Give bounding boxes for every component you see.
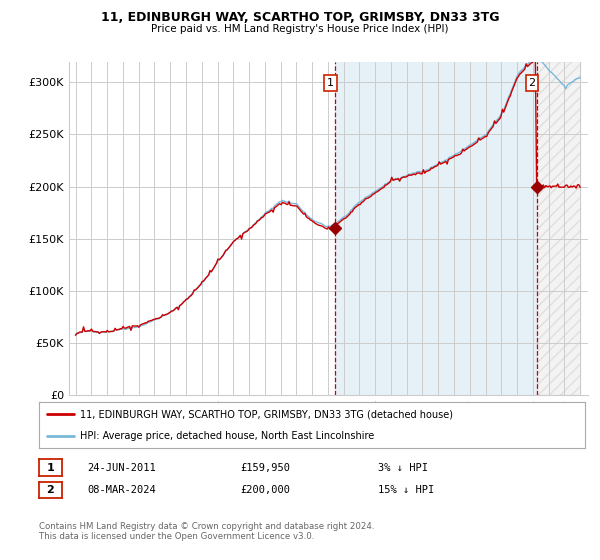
Text: 08-MAR-2024: 08-MAR-2024	[87, 485, 156, 495]
Text: 1: 1	[47, 463, 54, 473]
Text: 11, EDINBURGH WAY, SCARTHO TOP, GRIMSBY, DN33 3TG: 11, EDINBURGH WAY, SCARTHO TOP, GRIMSBY,…	[101, 11, 499, 24]
Text: HPI: Average price, detached house, North East Lincolnshire: HPI: Average price, detached house, Nort…	[80, 431, 374, 441]
Text: 11, EDINBURGH WAY, SCARTHO TOP, GRIMSBY, DN33 3TG (detached house): 11, EDINBURGH WAY, SCARTHO TOP, GRIMSBY,…	[80, 409, 453, 419]
Text: 3% ↓ HPI: 3% ↓ HPI	[378, 463, 428, 473]
Bar	[536, 62, 581, 395]
Text: £200,000: £200,000	[240, 485, 290, 495]
Text: 24-JUN-2011: 24-JUN-2011	[87, 463, 156, 473]
Text: 2: 2	[529, 78, 535, 88]
Text: 1: 1	[327, 78, 334, 88]
Text: 15% ↓ HPI: 15% ↓ HPI	[378, 485, 434, 495]
Bar	[335, 62, 536, 395]
Text: Contains HM Land Registry data © Crown copyright and database right 2024.
This d: Contains HM Land Registry data © Crown c…	[39, 522, 374, 542]
Text: 2: 2	[47, 485, 54, 495]
Text: Price paid vs. HM Land Registry's House Price Index (HPI): Price paid vs. HM Land Registry's House …	[151, 24, 449, 34]
Text: £159,950: £159,950	[240, 463, 290, 473]
